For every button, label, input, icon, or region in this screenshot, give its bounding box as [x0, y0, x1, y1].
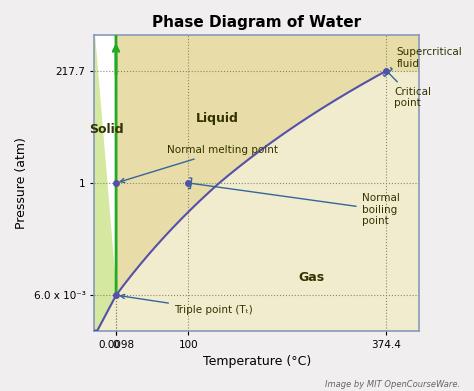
Polygon shape [94, 71, 419, 331]
Y-axis label: Pressure (atm): Pressure (atm) [15, 137, 28, 229]
Polygon shape [94, 35, 116, 331]
Text: Supercritical
fluid: Supercritical fluid [396, 47, 462, 69]
Text: Liquid: Liquid [196, 111, 238, 124]
Title: Phase Diagram of Water: Phase Diagram of Water [152, 15, 362, 30]
Text: Critical
point: Critical point [383, 68, 431, 108]
Text: Triple point (Tₜ): Triple point (Tₜ) [120, 294, 253, 315]
Text: Normal
boiling
point: Normal boiling point [188, 178, 400, 226]
Text: Image by MIT OpenCourseWare.: Image by MIT OpenCourseWare. [325, 380, 460, 389]
Text: Normal melting point: Normal melting point [120, 145, 278, 183]
X-axis label: Temperature (°C): Temperature (°C) [203, 355, 311, 368]
Text: Solid: Solid [90, 123, 124, 136]
Polygon shape [116, 35, 419, 295]
Text: Gas: Gas [298, 271, 324, 284]
Polygon shape [116, 35, 386, 295]
